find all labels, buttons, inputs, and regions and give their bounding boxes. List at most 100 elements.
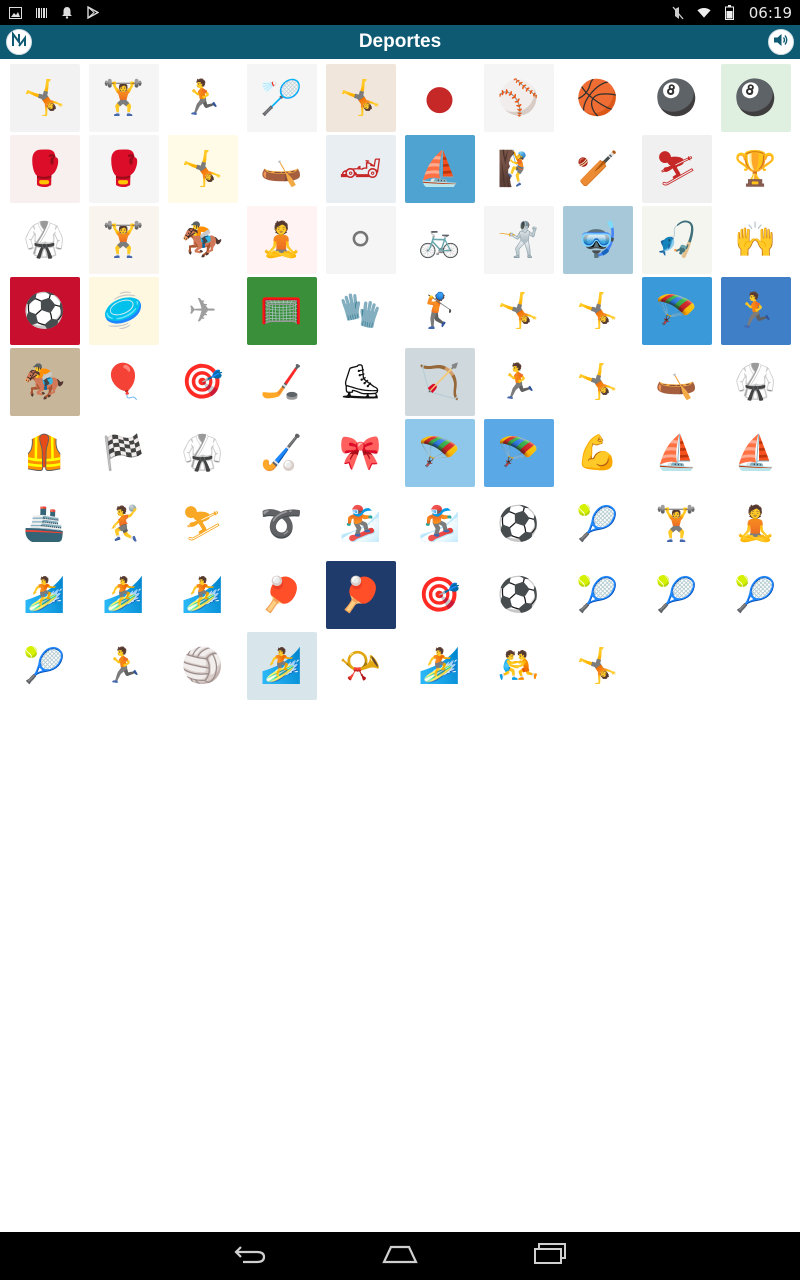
picture-tile[interactable]: 🏓 — [321, 559, 400, 630]
picture-tile[interactable]: 🧤 — [321, 275, 400, 346]
picture-tile-image: 📯 — [325, 631, 396, 700]
picture-tile[interactable]: 🏆 — [716, 133, 795, 204]
picture-tile[interactable]: 🎱 — [716, 62, 795, 133]
picture-tile[interactable]: 🤾 — [84, 488, 163, 559]
picture-tile[interactable]: ⛷ — [163, 488, 242, 559]
picture-tile[interactable]: 🏂 — [321, 488, 400, 559]
picture-tile[interactable]: 🏂 — [400, 488, 479, 559]
picture-tile[interactable]: 🎯 — [163, 346, 242, 417]
picture-tile[interactable]: 🏁 — [84, 417, 163, 488]
picture-tile[interactable]: 🏓 — [242, 559, 321, 630]
picture-tile[interactable]: 🥅 — [242, 275, 321, 346]
picture-tile[interactable]: ⚽ — [479, 488, 558, 559]
picture-tile[interactable]: 🏄 — [400, 630, 479, 701]
picture-tile[interactable]: 🛶 — [637, 346, 716, 417]
picture-tile[interactable]: ⛷ — [637, 133, 716, 204]
picture-tile[interactable]: 🏃 — [163, 62, 242, 133]
home-icon — [382, 1244, 418, 1269]
picture-tile[interactable]: 🏋 — [84, 204, 163, 275]
picture-tile-image: 🏓 — [325, 560, 396, 629]
picture-tile[interactable]: ⛸ — [321, 346, 400, 417]
picture-tile[interactable]: 🏌 — [400, 275, 479, 346]
picture-tile[interactable]: 🚢 — [5, 488, 84, 559]
picture-tile[interactable]: 🥋 — [163, 417, 242, 488]
picture-tile[interactable]: 🏋 — [637, 488, 716, 559]
picture-tile[interactable]: 🤺 — [479, 204, 558, 275]
picture-tile[interactable]: 🏀 — [558, 62, 637, 133]
picture-tile[interactable]: 🎯 — [400, 559, 479, 630]
back-button[interactable] — [230, 1241, 270, 1271]
picture-tile[interactable]: 🤸 — [558, 630, 637, 701]
picture-tile[interactable]: 🪂 — [400, 417, 479, 488]
picture-tile[interactable]: 🥏 — [84, 275, 163, 346]
picture-tile[interactable]: ⛵ — [400, 133, 479, 204]
picture-tile[interactable]: 🏄 — [242, 630, 321, 701]
picture-tile[interactable]: 🥊 — [5, 133, 84, 204]
picture-tile[interactable]: 🏇 — [5, 346, 84, 417]
picture-tile[interactable]: ⚽ — [479, 559, 558, 630]
recent-apps-button[interactable] — [530, 1241, 570, 1271]
app-logo-button[interactable] — [6, 29, 32, 55]
picture-tile[interactable]: ⛵ — [716, 417, 795, 488]
picture-tile[interactable]: 🏒 — [242, 346, 321, 417]
picture-tile[interactable]: 🏏 — [558, 133, 637, 204]
sport-pictogram-icon: 📯 — [339, 645, 382, 686]
picture-tile[interactable]: ⚽ — [5, 275, 84, 346]
picture-tile[interactable]: 🎣 — [637, 204, 716, 275]
picture-tile[interactable]: 🤸 — [558, 346, 637, 417]
picture-tile[interactable]: 🪂 — [637, 275, 716, 346]
picture-tile[interactable]: 🤼 — [479, 630, 558, 701]
picture-tile[interactable]: 🥋 — [5, 204, 84, 275]
picture-tile[interactable]: 🏃 — [479, 346, 558, 417]
picture-tile[interactable]: 🎈 — [84, 346, 163, 417]
picture-tile[interactable]: 🏸 — [242, 62, 321, 133]
picture-tile[interactable]: 🧘 — [242, 204, 321, 275]
picture-tile[interactable]: 🎱 — [637, 62, 716, 133]
picture-tile[interactable]: ➰ — [242, 488, 321, 559]
picture-tile[interactable]: 🤸 — [5, 62, 84, 133]
picture-tile[interactable]: 🏃 — [84, 630, 163, 701]
picture-tile[interactable]: 🤸 — [479, 275, 558, 346]
picture-tile[interactable]: 🤿 — [558, 204, 637, 275]
picture-tile[interactable]: 🚲 — [400, 204, 479, 275]
picture-tile[interactable]: 🏄 — [84, 559, 163, 630]
picture-tile[interactable]: ⛵ — [637, 417, 716, 488]
picture-tile[interactable]: 🦺 — [5, 417, 84, 488]
picture-tile[interactable]: 🎾 — [558, 559, 637, 630]
picture-tile[interactable]: 🏎 — [321, 133, 400, 204]
picture-tile[interactable]: 🤸 — [321, 62, 400, 133]
picture-tile[interactable]: 🏐 — [163, 630, 242, 701]
sound-button[interactable] — [768, 29, 794, 55]
picture-tile[interactable]: 🏹 — [400, 346, 479, 417]
picture-tile[interactable]: ✈ — [163, 275, 242, 346]
picture-tile[interactable]: ● — [400, 62, 479, 133]
picture-tile[interactable]: ⚾ — [479, 62, 558, 133]
picture-tile[interactable]: 💪 — [558, 417, 637, 488]
picture-tile[interactable]: 🎾 — [558, 488, 637, 559]
picture-tile[interactable]: 🏑 — [242, 417, 321, 488]
picture-tile[interactable]: 🥊 — [84, 133, 163, 204]
picture-tile[interactable]: 🥋 — [716, 346, 795, 417]
picture-tile[interactable]: 🙌 — [716, 204, 795, 275]
picture-tile[interactable]: 📯 — [321, 630, 400, 701]
picture-tile[interactable]: 🤸 — [163, 133, 242, 204]
picture-tile[interactable]: 🎾 — [716, 559, 795, 630]
picture-tile[interactable]: 🎾 — [637, 559, 716, 630]
picture-tile[interactable]: 🎀 — [321, 417, 400, 488]
picture-tile[interactable]: 🧗 — [479, 133, 558, 204]
sport-pictogram-icon: 💪 — [576, 432, 619, 473]
picture-tile[interactable]: 🛶 — [242, 133, 321, 204]
home-button[interactable] — [380, 1241, 420, 1271]
picture-tile[interactable]: 🏃 — [716, 275, 795, 346]
picture-tile-image: 🥅 — [246, 276, 317, 345]
picture-tile-image: 🏓 — [246, 560, 317, 629]
picture-tile[interactable]: 🧘 — [716, 488, 795, 559]
picture-tile[interactable]: 🏇 — [163, 204, 242, 275]
picture-tile[interactable]: ⚪ — [321, 204, 400, 275]
picture-tile[interactable]: 🤸 — [558, 275, 637, 346]
picture-tile[interactable]: 🏄 — [163, 559, 242, 630]
picture-tile[interactable]: 🏋 — [84, 62, 163, 133]
picture-tile[interactable]: 🏄 — [5, 559, 84, 630]
picture-tile[interactable]: 🪂 — [479, 417, 558, 488]
picture-tile[interactable]: 🎾 — [5, 630, 84, 701]
